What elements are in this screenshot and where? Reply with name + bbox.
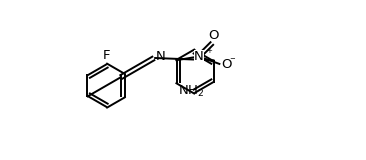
Text: O: O	[221, 58, 232, 71]
Text: N: N	[194, 50, 204, 63]
Text: NH$_2$: NH$_2$	[178, 84, 205, 99]
Text: F: F	[102, 49, 110, 62]
Text: N: N	[156, 50, 165, 63]
Text: $^{-}$: $^{-}$	[229, 56, 237, 66]
Text: $^{+}$: $^{+}$	[206, 48, 213, 58]
Text: O: O	[208, 29, 219, 42]
